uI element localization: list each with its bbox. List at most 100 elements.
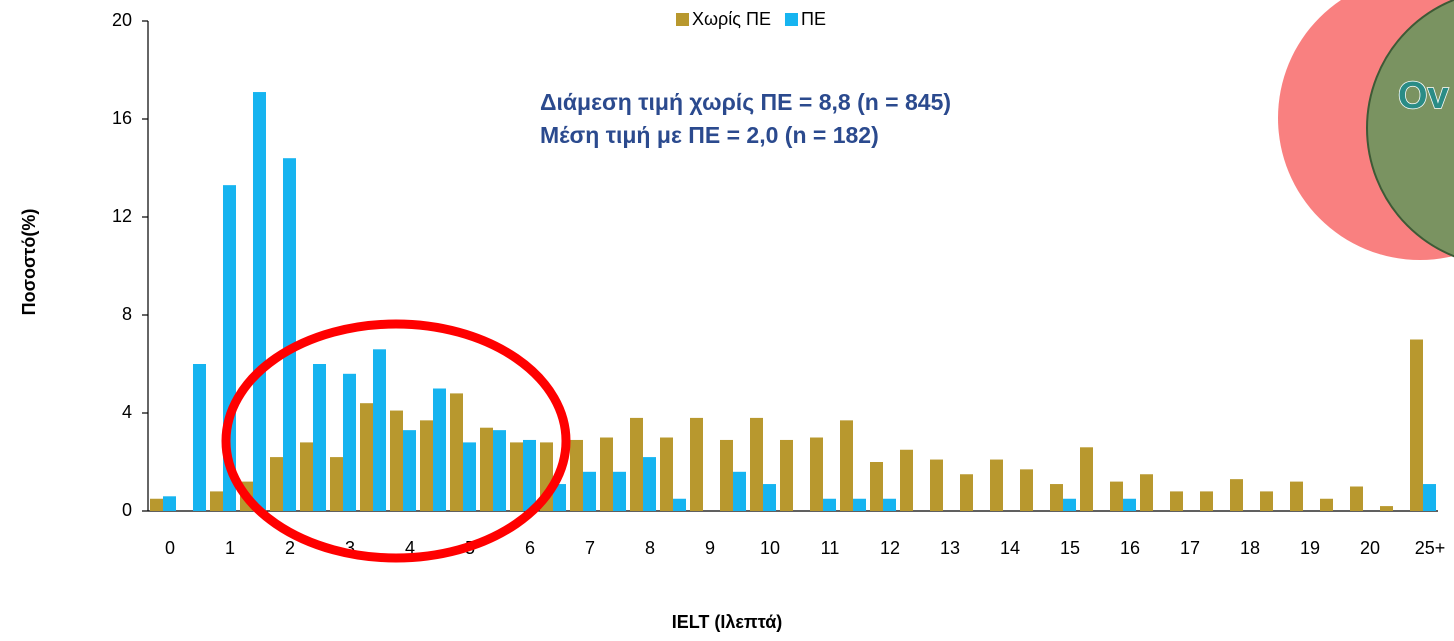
- bar: [360, 403, 373, 511]
- x-tick-label: 18: [1240, 538, 1260, 558]
- bar: [420, 420, 433, 511]
- bar: [433, 388, 446, 511]
- y-tick-label: 8: [122, 304, 132, 324]
- bar: [1200, 491, 1213, 511]
- bar: [1140, 474, 1153, 511]
- x-tick-label: 25+: [1415, 538, 1446, 558]
- y-tick-label: 4: [122, 402, 132, 422]
- bar: [750, 417, 763, 511]
- bar: [613, 471, 626, 511]
- x-tick-label: 11: [821, 538, 840, 558]
- bar: [930, 459, 943, 511]
- bar: [1063, 498, 1076, 511]
- bar: [870, 462, 883, 511]
- x-tick-label: 14: [1000, 538, 1020, 558]
- bar: [720, 439, 733, 511]
- bar: [163, 496, 176, 511]
- x-tick-label: 17: [1180, 538, 1200, 558]
- bar: [373, 349, 386, 511]
- y-tick-label: 16: [112, 108, 132, 128]
- bar: [673, 498, 686, 511]
- bar: [660, 437, 673, 511]
- x-tick-label: 13: [940, 538, 960, 558]
- bar: [883, 498, 896, 511]
- bar: [1350, 486, 1363, 511]
- bar: [1423, 484, 1436, 511]
- bar: [900, 449, 913, 511]
- y-tick-label: 0: [122, 500, 132, 520]
- bar: [1230, 479, 1243, 511]
- bar: [630, 417, 643, 511]
- x-tick-label: 9: [705, 538, 715, 558]
- x-tick-label: 12: [880, 538, 900, 558]
- bar: [810, 437, 823, 511]
- bar: [313, 364, 326, 511]
- x-tick-label: 4: [405, 538, 415, 558]
- highlight-ellipse: [221, 319, 571, 563]
- x-axis-title: IELT (Ιλεπτά): [672, 612, 783, 632]
- bar: [960, 474, 973, 511]
- bar: [253, 92, 266, 512]
- bar: [1290, 481, 1303, 511]
- bar: [330, 457, 343, 511]
- x-tick-label: 7: [585, 538, 595, 558]
- bar: [270, 457, 283, 511]
- bar: [1123, 498, 1136, 511]
- x-tick-label: 10: [760, 538, 780, 558]
- bar: [523, 439, 536, 511]
- x-tick-label: 2: [285, 538, 295, 558]
- bar: [690, 417, 703, 511]
- bar: [1260, 491, 1273, 511]
- bar: [553, 484, 566, 511]
- bar: [343, 373, 356, 511]
- bar: [840, 420, 853, 511]
- bar: [193, 364, 206, 511]
- bar: [480, 427, 493, 511]
- bar: [600, 437, 613, 511]
- bar: [210, 491, 223, 511]
- x-tick-label: 8: [645, 538, 655, 558]
- bar: [1410, 339, 1423, 511]
- bar: [1080, 447, 1093, 511]
- bar: [990, 459, 1003, 511]
- x-tick-label: 1: [225, 538, 235, 558]
- venn-text: Ov: [1398, 75, 1449, 117]
- bar: [1020, 469, 1033, 511]
- annotation: Διάμεση τιμή χωρίς ΠΕ = 8,8 (n = 845): [540, 89, 951, 115]
- bar: [1050, 484, 1063, 511]
- bar: [403, 430, 416, 511]
- x-tick-label: 3: [345, 538, 355, 558]
- y-tick-label: 20: [112, 10, 132, 30]
- bar: [1320, 498, 1333, 511]
- bar: [643, 457, 656, 511]
- x-tick-label: 16: [1120, 538, 1140, 558]
- legend-swatch: [676, 13, 689, 26]
- x-tick-label: 15: [1060, 538, 1080, 558]
- bar: [390, 410, 403, 511]
- x-tick-label: 20: [1360, 538, 1380, 558]
- legend-label: ΠΕ: [801, 9, 826, 29]
- bar: [283, 158, 296, 511]
- bar: [583, 471, 596, 511]
- bar: [450, 393, 463, 511]
- x-tick-label: 0: [165, 538, 175, 558]
- bar: [733, 471, 746, 511]
- bar: [150, 498, 163, 511]
- venn-circle: [1366, 0, 1454, 258]
- bar: [570, 439, 583, 511]
- legend-swatch: [784, 13, 798, 26]
- bar: [493, 430, 506, 511]
- bar: [1110, 481, 1123, 511]
- bar: [1170, 491, 1183, 511]
- bar: [510, 442, 523, 511]
- y-tick-label: 12: [112, 206, 132, 226]
- x-tick-label: 6: [525, 538, 535, 558]
- bar: [780, 439, 793, 511]
- bar: [763, 484, 776, 511]
- annotation: Μέση τιμή με ΠΕ = 2,0 (n = 182): [540, 122, 879, 148]
- y-axis-title: Ποσοστό(%): [19, 209, 39, 316]
- bar: [300, 442, 313, 511]
- x-tick-label: 19: [1300, 538, 1320, 558]
- bar: [823, 498, 836, 511]
